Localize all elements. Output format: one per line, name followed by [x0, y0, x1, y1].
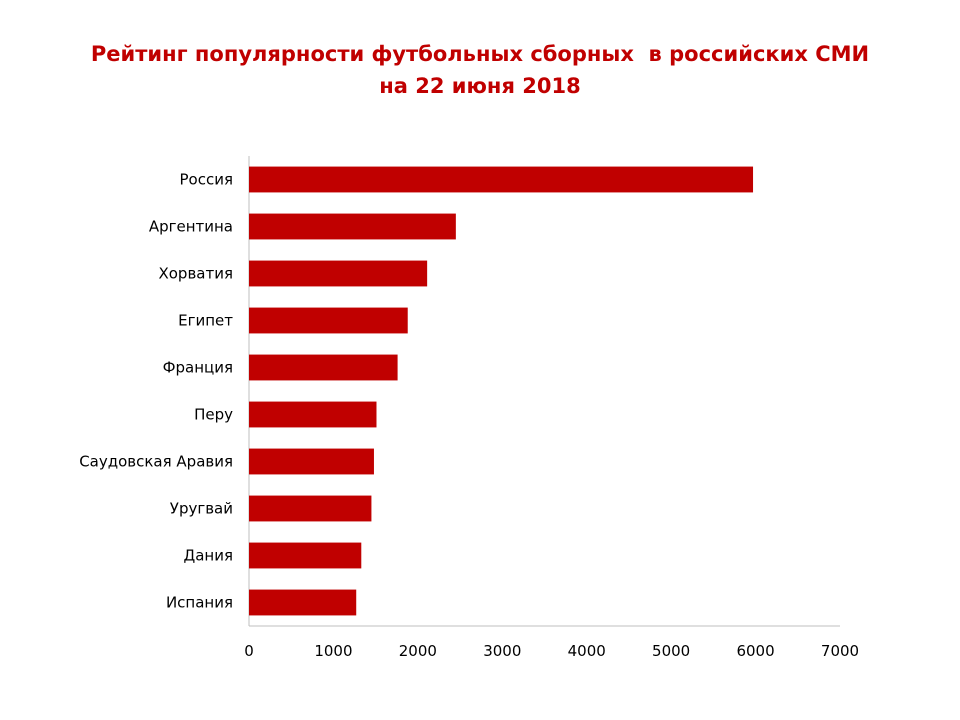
bar-4	[249, 354, 398, 381]
category-label-5: Перу	[194, 406, 233, 424]
category-label-1: Аргентина	[149, 218, 233, 236]
bar-2	[249, 260, 428, 287]
category-label-3: Египет	[178, 312, 233, 330]
category-label-7: Уругвай	[170, 500, 233, 518]
x-tick-label-6: 6000	[736, 642, 774, 660]
chart-subtitle: на 22 июня 2018	[379, 74, 581, 98]
bar-6	[249, 448, 374, 475]
bar-8	[249, 542, 362, 569]
x-tick-label-0: 0	[244, 642, 254, 660]
x-tick-label-7: 7000	[821, 642, 859, 660]
category-labels-group: Россия Аргентина Хорватия Египет Франция Перу…	[79, 171, 233, 612]
bar-3	[249, 307, 408, 334]
chart-title: Рейтинг популярности футбольных сборных …	[90, 42, 870, 66]
x-tick-labels-group: 0 1000 2000 3000 4000 5000 6000 7000	[244, 642, 859, 660]
category-label-8: Дания	[184, 547, 234, 565]
category-label-6: Саудовская Аравия	[79, 453, 233, 471]
category-label-4: Франция	[163, 359, 233, 377]
x-tick-label-3: 3000	[483, 642, 521, 660]
x-tick-label-1: 1000	[314, 642, 352, 660]
x-tick-label-4: 4000	[568, 642, 606, 660]
bar-0	[249, 166, 754, 193]
x-tick-label-2: 2000	[399, 642, 437, 660]
bars-group	[249, 166, 754, 616]
category-label-2: Хорватия	[158, 265, 233, 283]
category-label-0: Россия	[180, 171, 234, 189]
bar-1	[249, 213, 456, 240]
category-label-9: Испания	[166, 594, 233, 612]
x-tick-label-5: 5000	[652, 642, 690, 660]
bar-7	[249, 495, 372, 522]
bar-9	[249, 589, 357, 616]
chart-title-block: Рейтинг популярности футбольных сборных …	[0, 38, 960, 102]
bar-5	[249, 401, 377, 428]
